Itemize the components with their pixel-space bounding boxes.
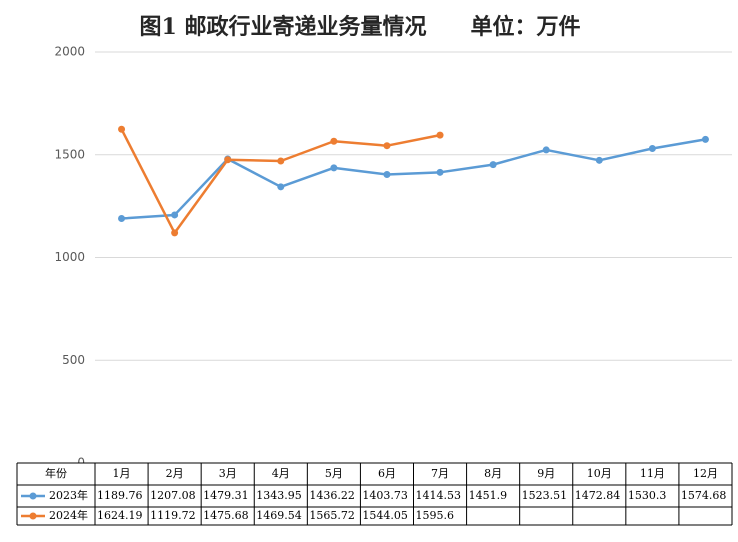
table-value: 1544.05	[362, 509, 408, 522]
point	[648, 145, 656, 153]
table-value: 1414.53	[416, 489, 462, 502]
x-tick-label: 8月	[484, 467, 502, 480]
table-value: 1207.08	[150, 489, 196, 502]
x-tick-label: 1月	[113, 467, 131, 480]
point	[171, 211, 179, 219]
series-line	[121, 138, 706, 220]
x-tick-label: 4月	[272, 467, 290, 480]
x-tick-label: 2月	[166, 467, 184, 480]
x-tick-label: 9月	[537, 467, 555, 480]
table-header: 年份	[45, 466, 67, 480]
x-tick-label: 6月	[378, 467, 396, 480]
table-value: 1479.31	[203, 489, 249, 502]
point	[383, 142, 391, 150]
table-value: 1469.54	[256, 509, 302, 522]
table-value: 1451.9	[469, 489, 508, 502]
y-tick-label: 1000	[54, 250, 85, 264]
table-value: 1403.73	[362, 489, 408, 502]
y-tick-label: 500	[62, 353, 85, 367]
x-tick-label: 10月	[587, 467, 612, 480]
table-value: 1574.68	[681, 489, 727, 502]
point	[118, 215, 126, 223]
point	[277, 157, 285, 165]
x-tick-label: 5月	[325, 467, 343, 480]
legend-label: 2024年	[49, 508, 88, 522]
chart-title: 图1 邮政行业寄递业务量情况 单位：万件	[140, 14, 581, 40]
point	[118, 125, 126, 133]
x-tick-label: 7月	[431, 467, 449, 480]
point	[330, 164, 338, 172]
table-value: 1595.6	[416, 509, 455, 522]
y-tick-label: 1500	[54, 147, 85, 161]
table-value: 1624.19	[97, 509, 143, 522]
point	[701, 135, 709, 143]
point	[436, 168, 444, 176]
table-bg	[17, 463, 732, 525]
point	[489, 161, 497, 169]
table-value: 1472.84	[575, 489, 621, 502]
table-value: 1530.3	[628, 489, 667, 502]
table-value: 1343.95	[256, 489, 302, 502]
y-tick-label: 2000	[54, 45, 85, 59]
point	[330, 137, 338, 145]
point	[542, 146, 550, 154]
table-value: 1189.76	[97, 489, 143, 502]
point	[595, 156, 603, 164]
x-tick-label: 11月	[640, 467, 665, 480]
x-tick-label: 3月	[219, 467, 237, 480]
point	[436, 131, 444, 139]
point	[277, 183, 285, 191]
table-value: 1119.72	[150, 509, 196, 522]
x-tick-label: 12月	[693, 467, 718, 480]
point	[383, 171, 391, 179]
legend-marker	[29, 492, 37, 500]
legend-marker	[29, 512, 37, 520]
table-value: 1565.72	[309, 509, 355, 522]
legend-label: 2023年	[49, 488, 88, 502]
point	[224, 156, 232, 164]
point	[171, 229, 179, 237]
table-value: 1523.51	[522, 489, 568, 502]
table-value: 1436.22	[309, 489, 355, 502]
table-value: 1475.68	[203, 509, 249, 522]
